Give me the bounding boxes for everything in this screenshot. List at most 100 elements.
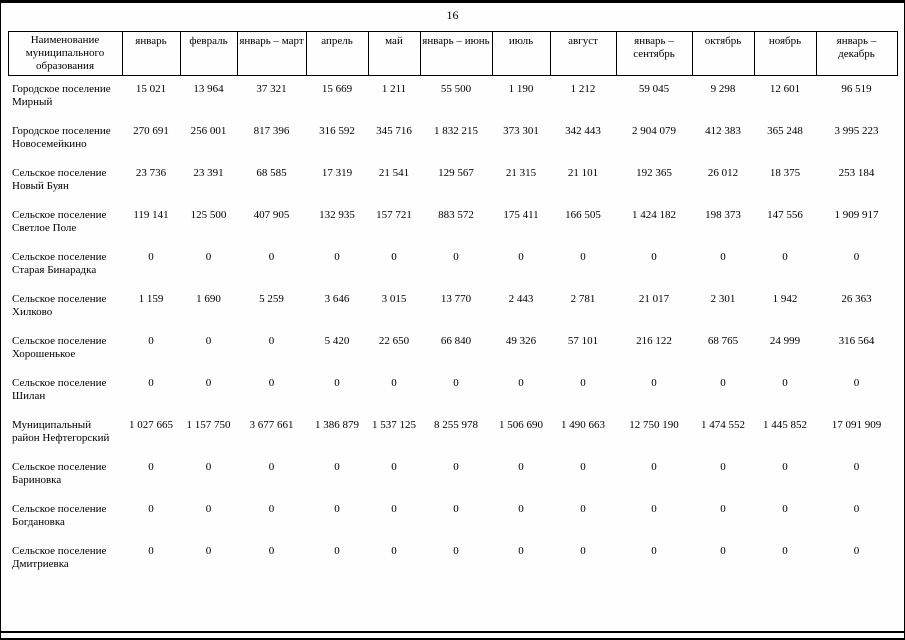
cell-value: 0 (853, 377, 860, 389)
cell-value: 12 601 (769, 83, 801, 95)
cell-value: 125 500 (190, 209, 227, 221)
cell-value: 0 (853, 461, 860, 473)
cell-value: 15 669 (321, 83, 353, 95)
cell-value: 5 259 (259, 293, 284, 305)
cell-value: 166 505 (565, 209, 601, 221)
cell-value: 253 184 (838, 167, 875, 179)
cell-value: 0 (334, 377, 340, 389)
cell-value: 0 (782, 503, 788, 515)
cell-value: 0 (782, 461, 788, 473)
cell-value: 3 646 (324, 293, 350, 305)
table-row: Сельское поселение Старая Бинарадка 0 0 0 0 0… (8, 244, 897, 286)
cell-value: 1 474 552 (701, 419, 745, 431)
cell-value: 1 424 182 (632, 209, 676, 221)
cell-value: 0 (205, 461, 212, 473)
cell-value: 1 211 (381, 83, 407, 95)
cell-value: 0 (453, 545, 459, 557)
cell-value: 0 (518, 545, 524, 557)
cell-value: 0 (720, 461, 726, 473)
cell-value: 21 017 (638, 293, 670, 305)
cell-value: 0 (334, 503, 340, 515)
cell-value: 147 556 (767, 209, 803, 221)
cell-value: 817 396 (253, 125, 290, 137)
cell-value: 0 (782, 251, 788, 263)
cell-value: 26 012 (707, 167, 739, 179)
cell-value: 129 567 (438, 167, 474, 179)
monthly-values-table: Наименование муниципального образования … (7, 31, 898, 581)
column-header-july: июль (491, 31, 551, 76)
cell-value: 0 (720, 545, 726, 557)
cell-value: 37 321 (256, 83, 287, 95)
cell-value: 0 (268, 461, 275, 473)
cell-value: 3 677 661 (249, 419, 294, 431)
cell-value: 13 964 (193, 83, 224, 95)
cell-value: 9 298 (710, 83, 736, 95)
cell-value: 26 363 (841, 293, 872, 305)
row-name: Сельское поселение Шилан (12, 377, 107, 402)
cell-value: 5 420 (324, 335, 350, 347)
table-row: Сельское поселение Бариновка 0 0 0 0 0 0 0 0 0 0 0 0 (8, 454, 897, 496)
cell-value: 0 (518, 377, 524, 389)
cell-value: 1 942 (772, 293, 798, 305)
cell-value: 21 101 (567, 167, 599, 179)
cell-value: 1 537 125 (372, 419, 416, 431)
cell-value: 0 (334, 251, 340, 263)
cell-value: 24 999 (769, 335, 801, 347)
cell-value: 198 373 (705, 209, 741, 221)
cell-value: 1 490 663 (561, 419, 605, 431)
row-name: Сельское поселение Хилково (12, 293, 107, 318)
cell-value: 119 141 (133, 209, 169, 221)
column-header-jan-mar: январь – март (236, 31, 307, 76)
cell-value: 13 770 (440, 293, 472, 305)
row-name: Сельское поселение Новый Буян (12, 167, 107, 192)
cell-value: 0 (518, 251, 524, 263)
cell-value: 0 (651, 377, 657, 389)
column-header-april: апрель (305, 31, 369, 76)
cell-value: 0 (580, 545, 586, 557)
cell-value: 0 (651, 503, 657, 515)
cell-value: 1 212 (570, 83, 596, 95)
cell-value: 256 001 (190, 125, 227, 137)
row-name: Муниципальный район Нефтегорский (12, 419, 110, 444)
table-row: Сельское поселение Хорошенькое 0 0 0 5 420 22… (8, 328, 897, 370)
cell-value: 157 721 (376, 209, 412, 221)
cell-value: 270 691 (133, 125, 169, 137)
cell-value: 21 315 (505, 167, 537, 179)
row-name: Сельское поселение Светлое Поле (12, 209, 107, 234)
cell-value: 365 248 (767, 125, 803, 137)
cell-value: 0 (853, 503, 860, 515)
column-header-august: август (549, 31, 617, 76)
cell-value: 0 (268, 545, 275, 557)
cell-value: 18 375 (769, 167, 801, 179)
table-row: Сельское поселение Дмитриевка 0 0 0 0 0 0 0 0 0 0 0… (8, 538, 897, 580)
cell-value: 0 (518, 503, 524, 515)
cell-value: 342 443 (565, 125, 601, 137)
cell-value: 175 411 (503, 209, 539, 221)
cell-value: 15 021 (135, 83, 167, 95)
cell-value: 316 592 (319, 125, 355, 137)
cell-value: 1 386 879 (315, 419, 359, 431)
cell-value: 0 (720, 377, 726, 389)
cell-value: 0 (268, 503, 275, 515)
cell-value: 8 255 978 (434, 419, 478, 431)
cell-value: 883 572 (438, 209, 474, 221)
cell-value: 0 (148, 377, 154, 389)
page-number: 16 (446, 8, 459, 22)
cell-value: 2 443 (508, 293, 534, 305)
table-row: Муниципальный район Нефтегорский 1 027 66… (8, 412, 897, 454)
cell-value: 192 365 (636, 167, 672, 179)
cell-value: 0 (453, 377, 459, 389)
cell-value: 17 319 (321, 167, 353, 179)
table-body: Городское поселение Мирный 15 021 13 964 37… (8, 76, 897, 581)
table-row: Сельское поселение Богдановка 0 0 0 0 0 0 0 0 0 0 0… (8, 496, 897, 538)
cell-value: 0 (580, 251, 586, 263)
cell-value: 0 (148, 545, 154, 557)
cell-value: 21 541 (378, 167, 410, 179)
cell-value: 0 (580, 461, 586, 473)
row-name: Сельское поселение Хорошенькое (12, 335, 107, 360)
column-header-jan-jun: январь – июнь (419, 31, 493, 76)
cell-value: 1 190 (508, 83, 534, 95)
column-header-jan-dec: январь – декабрь (815, 31, 898, 76)
cell-value: 1 157 750 (186, 419, 231, 431)
row-name: Сельское поселение Богдановка (12, 503, 107, 528)
